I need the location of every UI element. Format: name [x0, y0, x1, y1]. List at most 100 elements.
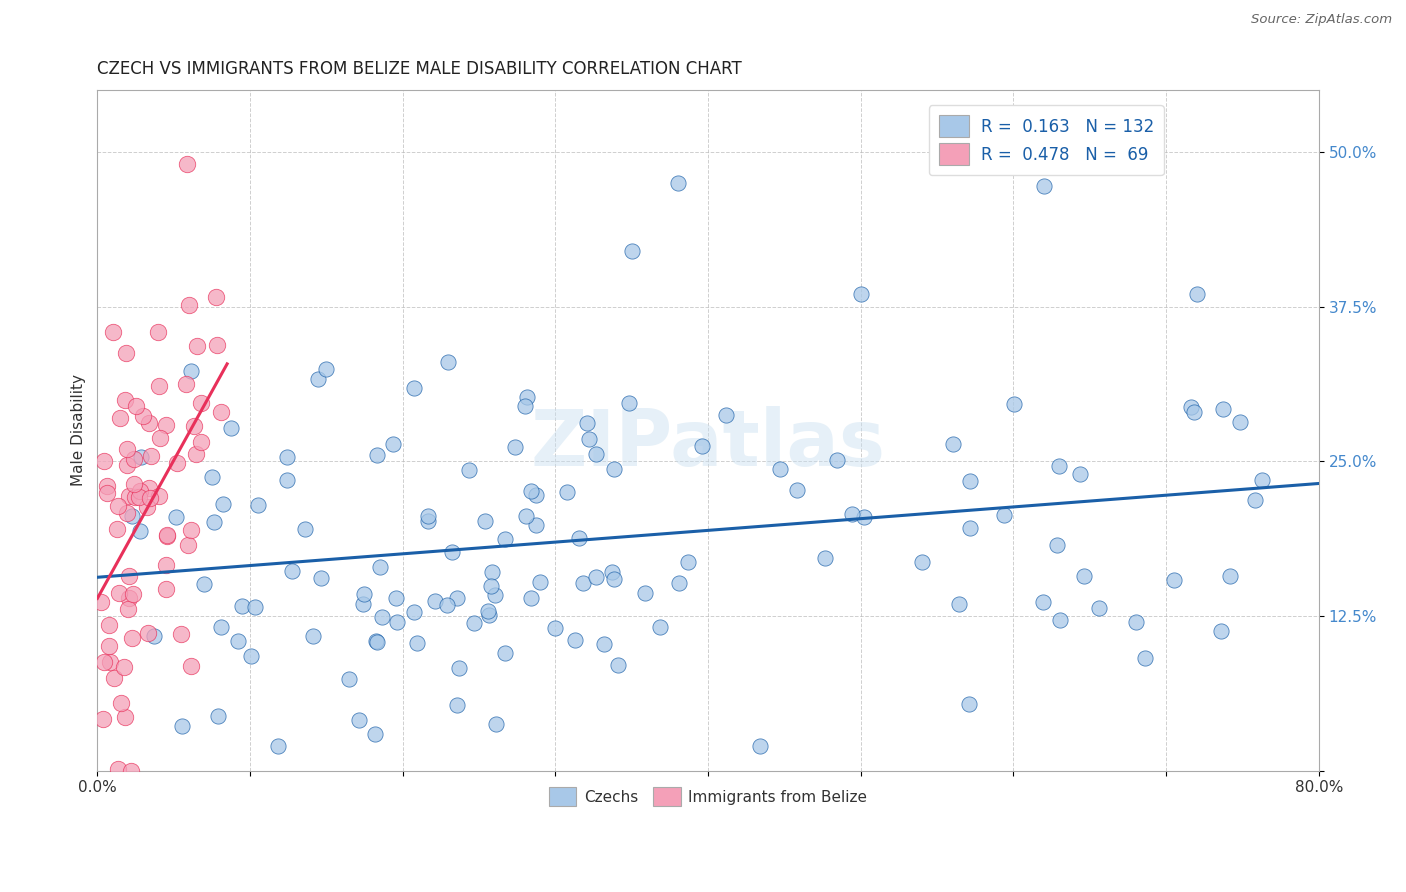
Point — [544, 621, 567, 635]
Point — [93, 453, 115, 467]
Point — [634, 586, 657, 600]
Point — [600, 565, 623, 579]
Point — [593, 636, 616, 650]
Point — [170, 719, 193, 733]
Point — [105, 522, 128, 536]
Point — [1229, 415, 1251, 429]
Point — [240, 649, 263, 664]
Point — [243, 600, 266, 615]
Point — [353, 597, 375, 611]
Point — [101, 325, 124, 339]
Point — [190, 434, 212, 449]
Point — [247, 498, 270, 512]
Point — [1069, 467, 1091, 481]
Point — [1087, 601, 1109, 615]
Point — [1047, 459, 1070, 474]
Point — [96, 479, 118, 493]
Point — [121, 631, 143, 645]
Point — [993, 508, 1015, 522]
Point — [513, 399, 536, 413]
Point — [281, 564, 304, 578]
Point — [177, 298, 200, 312]
Point — [568, 532, 591, 546]
Point — [603, 572, 626, 586]
Point — [529, 575, 551, 590]
Point — [1180, 401, 1202, 415]
Point — [129, 484, 152, 499]
Point — [418, 509, 440, 524]
Point — [186, 339, 208, 353]
Point — [1182, 405, 1205, 419]
Point — [148, 378, 170, 392]
Point — [98, 618, 121, 632]
Point — [121, 586, 143, 600]
Point — [1219, 569, 1241, 583]
Point — [1032, 595, 1054, 609]
Point — [180, 659, 202, 673]
Point — [555, 484, 578, 499]
Point — [749, 739, 772, 753]
Point — [364, 633, 387, 648]
Point — [607, 657, 630, 672]
Point — [911, 555, 934, 569]
Point — [494, 532, 516, 546]
Point — [129, 524, 152, 538]
Point — [267, 739, 290, 753]
Point — [110, 697, 132, 711]
Point — [209, 620, 232, 634]
Point — [714, 408, 737, 422]
Point — [128, 490, 150, 504]
Point — [180, 363, 202, 377]
Point — [114, 392, 136, 407]
Point — [136, 500, 159, 514]
Point — [1185, 287, 1208, 301]
Point — [436, 598, 458, 612]
Point — [124, 399, 146, 413]
Point — [478, 608, 501, 623]
Point — [122, 451, 145, 466]
Point — [136, 626, 159, 640]
Point — [148, 325, 170, 339]
Point — [603, 461, 626, 475]
Point — [155, 417, 177, 432]
Point — [118, 568, 141, 582]
Point — [437, 355, 460, 369]
Point — [519, 484, 541, 499]
Point — [91, 712, 114, 726]
Point — [112, 659, 135, 673]
Point — [170, 627, 193, 641]
Point — [585, 570, 607, 584]
Point — [302, 629, 325, 643]
Point — [769, 462, 792, 476]
Point — [648, 620, 671, 634]
Point — [1250, 473, 1272, 487]
Point — [385, 615, 408, 630]
Point — [503, 440, 526, 454]
Point — [176, 157, 198, 171]
Point — [1133, 650, 1156, 665]
Point — [124, 490, 146, 504]
Point — [515, 509, 537, 524]
Point — [294, 522, 316, 536]
Point — [139, 449, 162, 463]
Point — [183, 418, 205, 433]
Point — [177, 538, 200, 552]
Point — [353, 587, 375, 601]
Point — [416, 514, 439, 528]
Point — [668, 575, 690, 590]
Point — [132, 409, 155, 424]
Point — [1244, 492, 1267, 507]
Point — [477, 604, 499, 618]
Point — [516, 390, 538, 404]
Point — [205, 337, 228, 351]
Point — [382, 436, 405, 450]
Point — [366, 448, 388, 462]
Point — [1163, 573, 1185, 587]
Point — [120, 764, 142, 778]
Point — [957, 697, 980, 711]
Point — [520, 591, 543, 606]
Point — [447, 661, 470, 675]
Point — [942, 437, 965, 451]
Point — [371, 610, 394, 624]
Point — [572, 575, 595, 590]
